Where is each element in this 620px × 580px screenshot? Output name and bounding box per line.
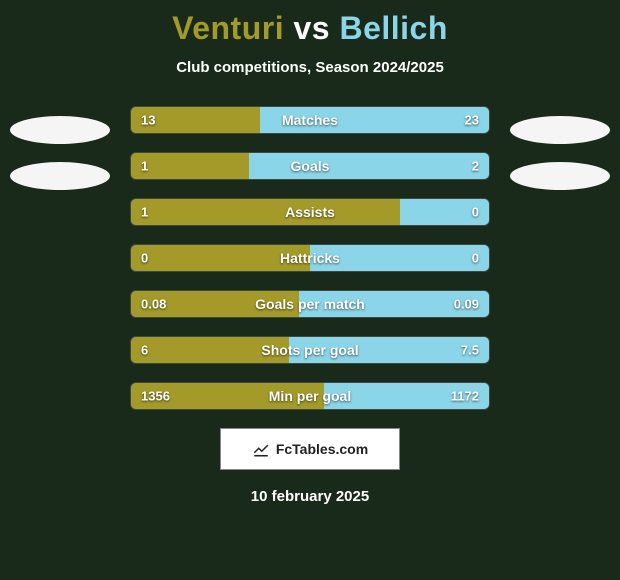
bar-row: 0.08 0.09 Goals per match (130, 290, 490, 318)
bar-right-value: 0.09 (454, 297, 479, 312)
bar-row: 6 7.5 Shots per goal (130, 336, 490, 364)
bar-label: Goals per match (255, 296, 365, 312)
bar-label: Min per goal (269, 388, 351, 404)
subtitle: Club competitions, Season 2024/2025 (0, 59, 620, 76)
bar-right-value: 1172 (451, 389, 479, 404)
bar-label: Assists (285, 204, 335, 220)
attribution-badge: FcTables.com (220, 428, 400, 470)
bar-label: Matches (282, 112, 338, 128)
bar-row: 0 0 Hattricks (130, 244, 490, 272)
bar-label: Hattricks (280, 250, 340, 266)
bar-row: 13 23 Matches (130, 106, 490, 134)
player1-name: Venturi (172, 10, 284, 46)
attribution-text: FcTables.com (276, 441, 368, 457)
bar-row: 1 0 Assists (130, 198, 490, 226)
page-title: Venturi vs Bellich (0, 0, 620, 47)
bar-right-fill (249, 153, 489, 179)
bar-row: 1356 1172 Min per goal (130, 382, 490, 410)
bar-right-value: 2 (472, 159, 479, 174)
player2-badge-icon (510, 116, 610, 144)
bar-left-value: 0.08 (141, 297, 166, 312)
player1-icons (0, 106, 120, 190)
player1-badge-icon (10, 116, 110, 144)
bar-right-value: 7.5 (461, 343, 479, 358)
bar-left-value: 1 (141, 159, 148, 174)
bars-container: 13 23 Matches 1 2 Goals 1 0 Assists 0 0 Hattricks 0.… (130, 106, 490, 410)
chart-icon (252, 440, 270, 458)
bar-row: 1 2 Goals (130, 152, 490, 180)
bar-right-value: 23 (465, 113, 479, 128)
player2-name: Bellich (339, 10, 447, 46)
bar-left-value: 1356 (141, 389, 170, 404)
bar-left-value: 13 (141, 113, 155, 128)
comparison-chart: 13 23 Matches 1 2 Goals 1 0 Assists 0 0 Hattricks 0.… (0, 106, 620, 410)
bar-left-fill (131, 199, 400, 225)
vs-separator: vs (293, 10, 330, 46)
bar-label: Shots per goal (261, 342, 358, 358)
bar-left-fill (131, 153, 249, 179)
bar-left-value: 1 (141, 205, 148, 220)
player2-flag-icon (510, 162, 610, 190)
bar-right-value: 0 (472, 251, 479, 266)
player1-flag-icon (10, 162, 110, 190)
bar-right-value: 0 (472, 205, 479, 220)
bar-label: Goals (291, 158, 330, 174)
date-text: 10 february 2025 (0, 488, 620, 505)
bar-left-value: 6 (141, 343, 148, 358)
player2-icons (500, 106, 620, 190)
bar-left-value: 0 (141, 251, 148, 266)
